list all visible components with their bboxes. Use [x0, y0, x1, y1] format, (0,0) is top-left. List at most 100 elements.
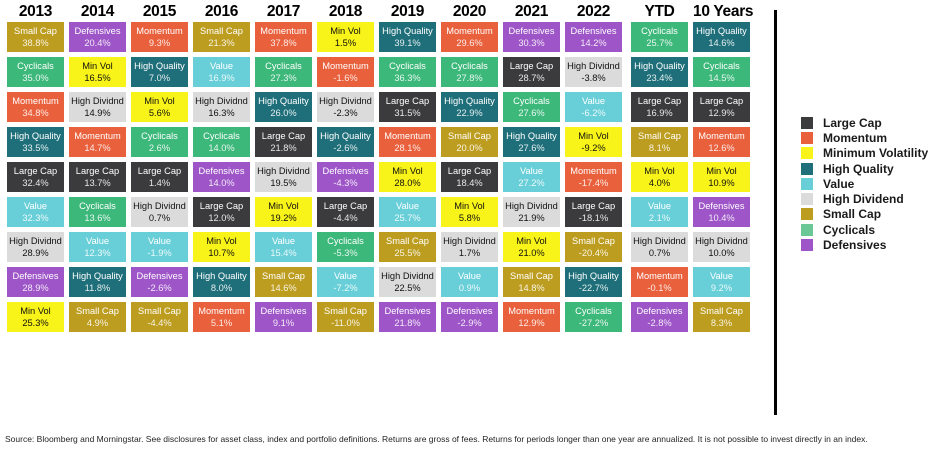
- return-cell: Cyclicals 27.3%: [255, 57, 312, 87]
- factor-return-value: 25.7%: [394, 212, 421, 223]
- legend-item: Value: [801, 176, 928, 191]
- factor-return-value: 30.3%: [518, 37, 545, 48]
- factor-return-value: 25.7%: [646, 37, 673, 48]
- return-cell: High Dividnd 16.3%: [193, 92, 250, 122]
- return-cell: High Quality 39.1%: [379, 22, 436, 52]
- factor-return-value: -2.9%: [457, 317, 482, 328]
- factor-name: Cyclicals: [79, 200, 116, 211]
- return-cell: Defensives -4.3%: [317, 162, 374, 192]
- year-column-2022: 2022 Defensives 14.2% High Dividnd -3.8% Valu…: [565, 2, 622, 337]
- factor-return-value: 10.0%: [708, 247, 735, 258]
- factor-name: Cyclicals: [389, 60, 426, 71]
- factor-return-value: 21.3%: [208, 37, 235, 48]
- return-cell: Momentum 12.9%: [503, 302, 560, 332]
- return-cell: High Quality -22.7%: [565, 267, 622, 297]
- return-cell: Min Vol 4.0%: [631, 162, 688, 192]
- factor-return-value: 25.3%: [22, 317, 49, 328]
- factor-name: Defensives: [322, 165, 369, 176]
- factor-name: Large Cap: [571, 200, 616, 211]
- return-cell: Defensives 20.4%: [69, 22, 126, 52]
- factor-name: Momentum: [508, 305, 555, 316]
- factor-name: Value: [519, 165, 544, 176]
- factor-return-value: -27.2%: [578, 317, 609, 328]
- source-note: Source: Bloomberg and Morningstar. See d…: [5, 434, 868, 444]
- return-cell: Min Vol -9.2%: [565, 127, 622, 157]
- legend-item: Momentum: [801, 130, 928, 145]
- factor-name: Small Cap: [262, 270, 305, 281]
- legend: Large Cap Momentum Minimum Volatility High …: [801, 115, 928, 253]
- return-cell: High Quality 33.5%: [7, 127, 64, 157]
- factor-name: Defensives: [74, 25, 121, 36]
- return-cell: Defensives 10.4%: [693, 197, 750, 227]
- factor-return-value: 28.9%: [22, 247, 49, 258]
- legend-swatch-icon: [801, 162, 813, 175]
- return-cell: High Quality 14.6%: [693, 22, 750, 52]
- return-cell: High Dividnd -3.8%: [565, 57, 622, 87]
- factor-name: Small Cap: [14, 25, 57, 36]
- factor-name: Min Vol: [20, 305, 51, 316]
- return-cell: Defensives 9.1%: [255, 302, 312, 332]
- factor-name: Momentum: [446, 25, 493, 36]
- factor-name: High Dividnd: [257, 165, 310, 176]
- column-header: 10 Years: [693, 3, 754, 20]
- factor-name: High Quality: [696, 25, 747, 36]
- factor-name: High Dividnd: [381, 270, 434, 281]
- factor-name: Min Vol: [144, 95, 175, 106]
- factor-name: Min Vol: [268, 200, 299, 211]
- return-cell: High Dividnd 19.5%: [255, 162, 312, 192]
- factor-return-value: 23.4%: [646, 72, 673, 83]
- factor-return-value: -5.3%: [333, 247, 358, 258]
- factor-name: High Quality: [320, 130, 371, 141]
- return-cell: Defensives 14.0%: [193, 162, 250, 192]
- return-cell: Defensives 14.2%: [565, 22, 622, 52]
- legend-item: Defensives: [801, 237, 928, 252]
- factor-name: Momentum: [636, 270, 683, 281]
- return-cell: Momentum 29.6%: [441, 22, 498, 52]
- factor-name: Value: [147, 235, 172, 246]
- return-cell: Large Cap 12.9%: [693, 92, 750, 122]
- column-header: 2017: [266, 3, 301, 20]
- return-cell: Cyclicals 25.7%: [631, 22, 688, 52]
- legend-item: Large Cap: [801, 115, 928, 130]
- return-cell: High Quality 26.0%: [255, 92, 312, 122]
- return-cell: Value 32.3%: [7, 197, 64, 227]
- return-cell: Large Cap -18.1%: [565, 197, 622, 227]
- factor-return-value: 33.5%: [22, 142, 49, 153]
- legend-swatch-icon: [801, 147, 813, 160]
- factor-return-value: 14.6%: [270, 282, 297, 293]
- factor-return-value: -0.1%: [647, 282, 672, 293]
- factor-name: Min Vol: [644, 165, 675, 176]
- factor-name: High Dividnd: [567, 60, 620, 71]
- column-header: 2022: [576, 3, 611, 20]
- legend-label: Cyclicals: [823, 222, 876, 237]
- return-cell: High Dividnd 28.9%: [7, 232, 64, 262]
- factor-return-value: -4.4%: [333, 212, 358, 223]
- factor-return-value: -22.7%: [578, 282, 609, 293]
- column-header: 2014: [80, 3, 115, 20]
- legend-swatch-icon: [801, 239, 813, 252]
- factor-return-value: 13.7%: [84, 177, 111, 188]
- return-cell: Large Cap 21.8%: [255, 127, 312, 157]
- factor-return-value: 8.1%: [648, 142, 671, 153]
- return-cell: Value 12.3%: [69, 232, 126, 262]
- return-cell: Momentum -1.6%: [317, 57, 374, 87]
- legend-swatch-icon: [801, 177, 813, 190]
- factor-return-value: 12.9%: [708, 107, 735, 118]
- factor-return-value: 22.5%: [394, 282, 421, 293]
- factor-name: Value: [209, 60, 234, 71]
- factor-name: High Quality: [134, 60, 185, 71]
- return-cell: Cyclicals 2.6%: [131, 127, 188, 157]
- factor-name: Cyclicals: [575, 305, 612, 316]
- return-cell: Min Vol 21.0%: [503, 232, 560, 262]
- factor-name: Large Cap: [385, 95, 430, 106]
- factor-return-value: 28.9%: [22, 282, 49, 293]
- factor-name: Min Vol: [578, 130, 609, 141]
- factor-return-value: 14.7%: [84, 142, 111, 153]
- factor-return-value: 27.6%: [518, 107, 545, 118]
- factor-return-value: 18.4%: [456, 177, 483, 188]
- return-cell: Value 9.2%: [693, 267, 750, 297]
- factor-return-value: 20.0%: [456, 142, 483, 153]
- factor-name: Min Vol: [330, 25, 361, 36]
- factor-return-value: 26.0%: [270, 107, 297, 118]
- legend-item: High Dividend: [801, 191, 928, 206]
